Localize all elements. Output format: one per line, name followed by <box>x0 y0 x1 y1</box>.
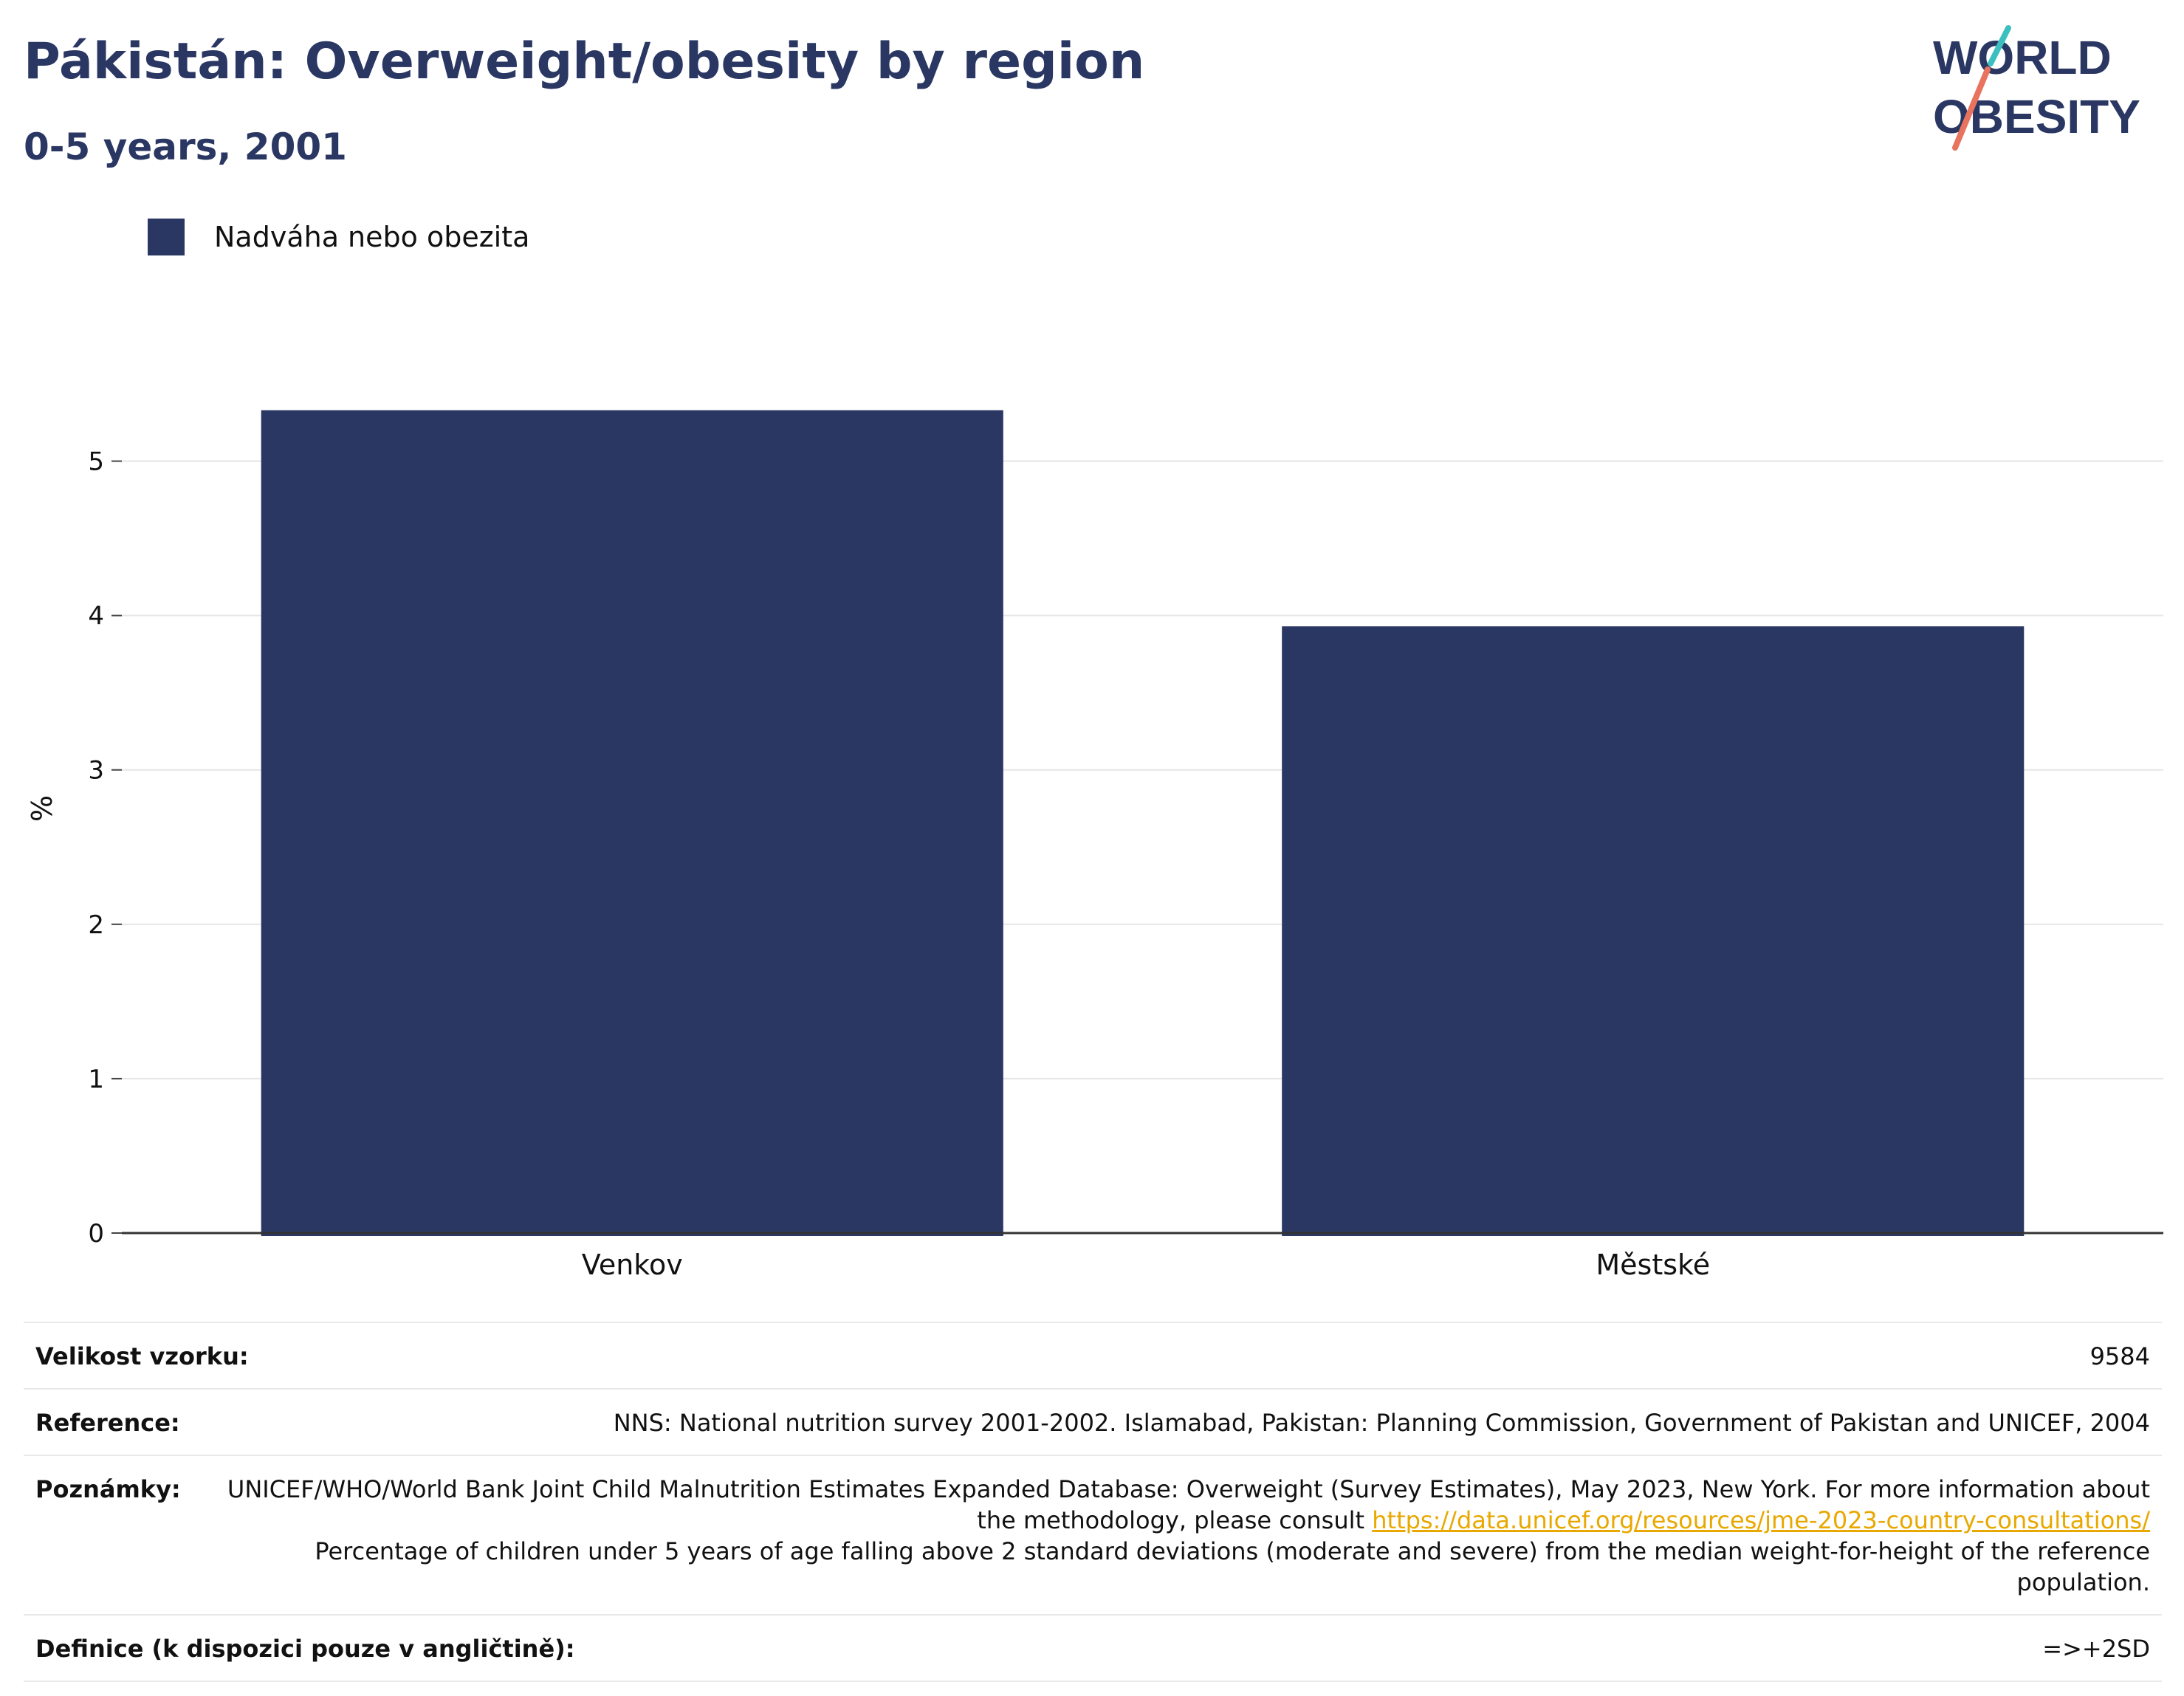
methodology-link[interactable]: https://data.unicef.org/resources/jme-20… <box>1372 1506 2150 1534</box>
y-tick-label: 1 <box>88 1065 104 1094</box>
y-tick-label: 4 <box>88 602 104 631</box>
definition-value: =>+2SD <box>2042 1635 2150 1663</box>
bar-venkov <box>261 410 1003 1237</box>
x-tick-label: Městské <box>1596 1249 1710 1281</box>
reference-label: Reference: <box>35 1409 180 1437</box>
chart-title: Pákistán: Overweight/obesity by region <box>24 32 1145 91</box>
logo-line1: WORLD <box>1933 31 2112 84</box>
reference-row: Reference: NNS: National nutrition surve… <box>24 1388 2162 1455</box>
y-tick-label: 5 <box>88 447 104 477</box>
y-tick-label: 2 <box>88 910 104 940</box>
reference-value: NNS: National nutrition survey 2001-2002… <box>613 1409 2150 1437</box>
x-tick-label: Venkov <box>582 1249 683 1281</box>
notes-value: UNICEF/WHO/World Bank Joint Child Malnut… <box>225 1474 2150 1598</box>
y-tick-label: 0 <box>88 1219 104 1249</box>
logo-slash-coral <box>1952 66 1991 151</box>
notes-text-2: Percentage of children under 5 years of … <box>315 1537 2150 1596</box>
notes-label: Poznámky: <box>35 1475 181 1503</box>
chart-subtitle: 0-5 years, 2001 <box>24 126 347 168</box>
notes-row: Poznámky: UNICEF/WHO/World Bank Joint Ch… <box>24 1455 2162 1614</box>
logo-slash-teal <box>1988 25 2011 66</box>
sample-size-label: Velikost vzorku: <box>35 1342 249 1370</box>
y-axis-label: % <box>26 795 58 822</box>
definition-row: Definice (k dispozici pouze v angličtině… <box>24 1614 2162 1682</box>
y-tick-label: 3 <box>88 756 104 786</box>
legend-swatch <box>148 219 185 255</box>
sample-size-value: 9584 <box>2089 1342 2150 1370</box>
notes-text-1: UNICEF/WHO/World Bank Joint Child Malnut… <box>227 1475 2150 1534</box>
info-table: Velikost vzorku: 9584 Reference: NNS: Na… <box>24 1322 2162 1682</box>
chart-legend: Nadváha nebo obezita <box>148 219 529 255</box>
bar-chart: 0 1 2 3 4 5 Venkov Městské% <box>26 410 2163 1281</box>
bar-mestske <box>1282 626 2025 1236</box>
legend-label: Nadváha nebo obezita <box>214 221 530 253</box>
definition-label: Definice (k dispozici pouze v angličtině… <box>35 1635 575 1663</box>
world-obesity-logo: WORLD OBESITY <box>1933 25 2140 151</box>
sample-size-row: Velikost vzorku: 9584 <box>24 1322 2162 1388</box>
